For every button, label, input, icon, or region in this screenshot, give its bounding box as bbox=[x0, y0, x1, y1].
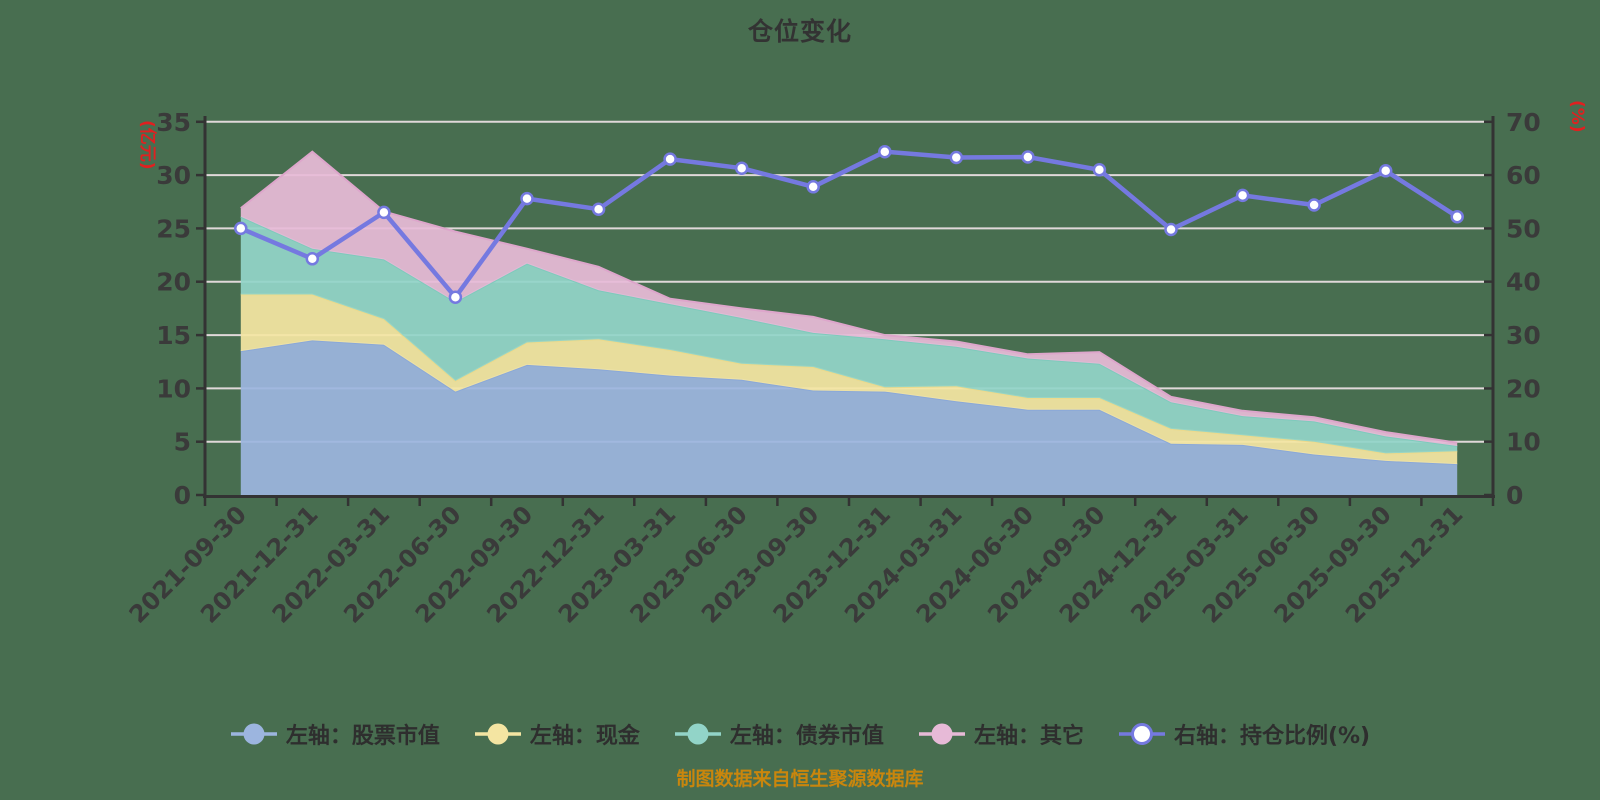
chart-title: 仓位变化 bbox=[747, 17, 852, 46]
legend-marker-line-icon bbox=[1118, 723, 1165, 745]
svg-text:50: 50 bbox=[1506, 214, 1541, 243]
left-axis-name: (亿元) bbox=[137, 120, 158, 170]
svg-text:20: 20 bbox=[1506, 374, 1541, 403]
svg-text:30: 30 bbox=[1506, 321, 1541, 350]
svg-text:30: 30 bbox=[156, 161, 191, 190]
area-series-2 bbox=[240, 216, 1458, 454]
svg-text:0: 0 bbox=[174, 481, 191, 510]
svg-text:10: 10 bbox=[156, 374, 191, 403]
legend-item-2[interactable]: 左轴：债券市值 bbox=[674, 718, 884, 750]
right-axis-labels: 0 10 20 30 40 50 60 70 bbox=[1506, 108, 1541, 510]
legend-item-4[interactable]: 右轴：持仓比例(%) bbox=[1118, 718, 1370, 750]
ratio-line-markers bbox=[234, 144, 1464, 304]
legend-item-3[interactable]: 左轴：其它 bbox=[918, 718, 1084, 750]
legend: 左轴：股票市值 左轴：现金 左轴：债券市值 左轴：其它 右轴：持仓比例(%) bbox=[0, 718, 1600, 750]
legend-label: 左轴：其它 bbox=[973, 724, 1084, 749]
legend-label: 左轴：股票市值 bbox=[285, 724, 440, 749]
svg-text:5: 5 bbox=[174, 428, 191, 457]
svg-text:15: 15 bbox=[156, 321, 191, 350]
svg-text:35: 35 bbox=[156, 108, 191, 137]
legend-marker-area-icon bbox=[230, 723, 277, 745]
source-note: 制图数据来自恒生聚源数据库 bbox=[676, 768, 924, 790]
svg-text:10: 10 bbox=[1506, 428, 1541, 457]
area-edge-3 bbox=[240, 150, 1458, 444]
left-axis-labels: 0 5 10 15 20 25 30 35 bbox=[156, 108, 191, 510]
legend-label: 左轴：债券市值 bbox=[729, 724, 884, 749]
axis-lines bbox=[196, 116, 1495, 506]
ratio-line bbox=[238, 149, 1460, 300]
svg-text:0: 0 bbox=[1506, 481, 1523, 510]
svg-text:40: 40 bbox=[1506, 268, 1541, 297]
legend-label: 右轴：持仓比例(%) bbox=[1173, 724, 1371, 749]
svg-text:70: 70 bbox=[1506, 108, 1541, 137]
area-series-0 bbox=[240, 340, 1458, 495]
legend-marker-area-icon bbox=[674, 723, 721, 745]
legend-marker-area-icon bbox=[474, 723, 521, 745]
svg-text:60: 60 bbox=[1506, 161, 1541, 190]
legend-marker-area-icon bbox=[918, 723, 965, 745]
svg-text:20: 20 bbox=[156, 268, 191, 297]
right-axis-name: (%) bbox=[1567, 100, 1587, 133]
x-axis-labels: 2021-09-302021-12-312022-03-312022-06-30… bbox=[124, 500, 1469, 628]
svg-text:25: 25 bbox=[156, 214, 191, 243]
legend-label: 左轴：现金 bbox=[529, 724, 640, 749]
legend-item-0[interactable]: 左轴：股票市值 bbox=[230, 718, 440, 750]
legend-item-1[interactable]: 左轴：现金 bbox=[474, 718, 640, 750]
